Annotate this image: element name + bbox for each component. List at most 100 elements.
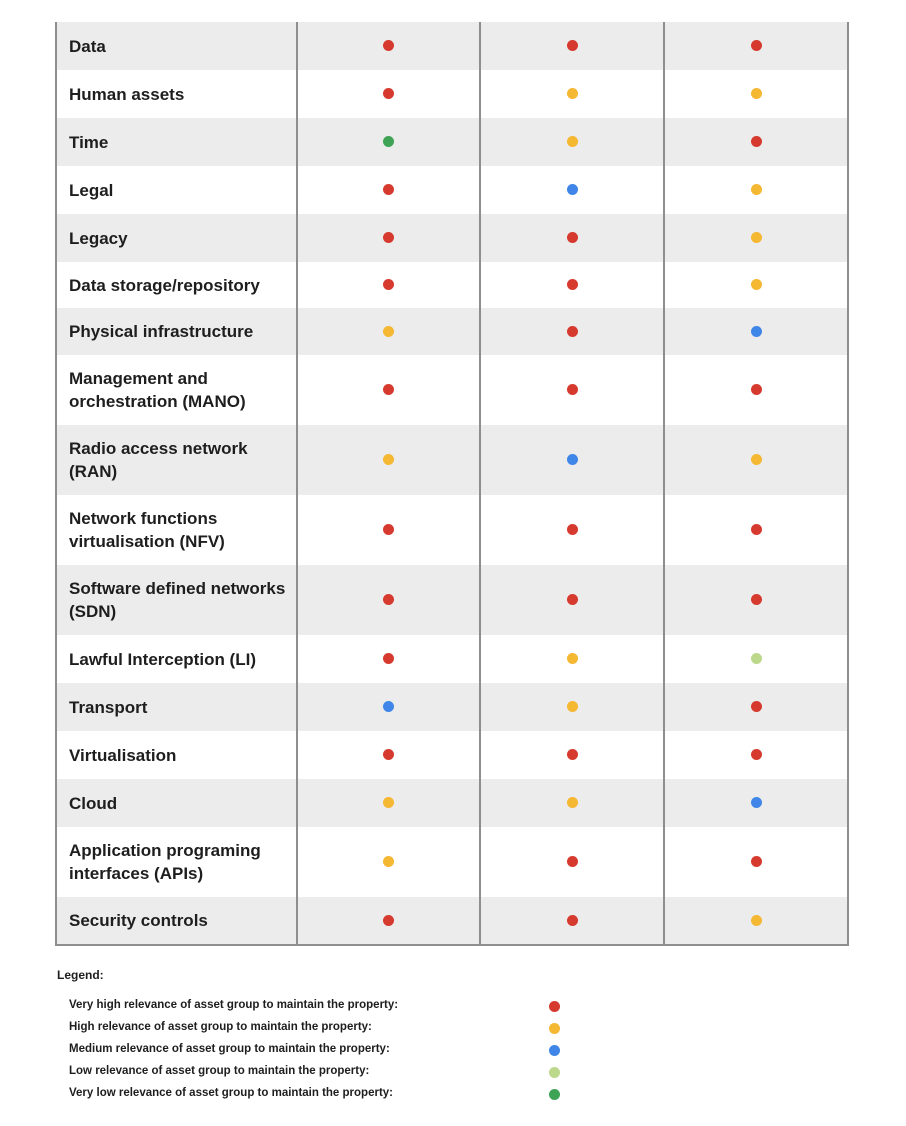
relevance-dot-medium (750, 797, 762, 809)
relevance-dot-very-high (383, 594, 394, 606)
asset-group-label: Data (55, 22, 298, 70)
relevance-dot-high (750, 279, 762, 291)
relevance-dot-high (383, 325, 394, 337)
table-row: Network functions virtualisation (NFV) (55, 495, 849, 565)
relevance-cell (663, 635, 849, 683)
relevance-dot-high (750, 184, 762, 196)
relevance-dot-high (566, 701, 578, 713)
asset-group-label: Legacy (55, 214, 298, 262)
relevance-cell (479, 22, 665, 70)
asset-group-label: Data storage/repository (55, 262, 298, 308)
relevance-cell (479, 827, 665, 897)
relevance-dot-very-high (383, 749, 394, 761)
relevance-dot-medium (566, 454, 578, 466)
legend-item: Very high relevance of asset group to ma… (57, 996, 657, 1018)
asset-group-label: Application programing interfaces (APIs) (55, 827, 298, 897)
table-row: Transport (55, 683, 849, 731)
asset-group-label: Time (55, 118, 298, 166)
relevance-dot-very-high (383, 40, 394, 52)
relevance-cell (479, 166, 665, 214)
relevance-dot-high (383, 797, 394, 809)
table-row: Cloud (55, 779, 849, 827)
relevance-cell (479, 565, 665, 635)
relevance-dot-high (383, 454, 394, 466)
relevance-cell (296, 635, 481, 683)
relevance-cell (479, 425, 665, 495)
relevance-dot-very-high (383, 279, 394, 291)
legend-items: Very high relevance of asset group to ma… (57, 996, 657, 1106)
relevance-cell (296, 214, 481, 262)
legend-dot-very-high (549, 1001, 560, 1012)
table-body: Data Human assets Time Legal Legacy Data stor… (55, 22, 849, 946)
legend-dot-high (549, 1023, 560, 1034)
legend-item-text: High relevance of asset group to maintai… (69, 1021, 372, 1033)
relevance-cell (479, 355, 665, 425)
relevance-dot-medium (566, 184, 578, 196)
relevance-cell (296, 308, 481, 355)
table-row: Application programing interfaces (APIs) (55, 827, 849, 897)
asset-group-label: Transport (55, 683, 298, 731)
relevance-cell (479, 214, 665, 262)
legend-item: High relevance of asset group to maintai… (57, 1018, 657, 1040)
relevance-dot-very-high (566, 232, 578, 244)
table-row: Legal (55, 166, 849, 214)
asset-relevance-table: Data Human assets Time Legal Legacy Data stor… (55, 22, 849, 946)
relevance-dot-very-high (750, 856, 762, 868)
relevance-cell (663, 779, 849, 827)
relevance-cell (296, 166, 481, 214)
legend: Legend: Very high relevance of asset gro… (57, 968, 657, 1106)
table-row: Radio access network (RAN) (55, 425, 849, 495)
relevance-dot-high (383, 856, 394, 868)
relevance-dot-high (566, 797, 578, 809)
relevance-cell (296, 495, 481, 565)
relevance-dot-very-high (750, 594, 762, 606)
table-row: Virtualisation (55, 731, 849, 779)
relevance-cell (663, 355, 849, 425)
legend-dot-very-low (549, 1089, 560, 1100)
relevance-cell (479, 897, 665, 946)
relevance-dot-very-high (383, 88, 394, 100)
relevance-dot-high (750, 232, 762, 244)
table-row: Human assets (55, 70, 849, 118)
relevance-cell (296, 425, 481, 495)
relevance-dot-medium (750, 325, 762, 337)
asset-group-label: Cloud (55, 779, 298, 827)
relevance-cell (663, 308, 849, 355)
table-row: Legacy (55, 214, 849, 262)
relevance-cell (296, 118, 481, 166)
asset-group-label: Security controls (55, 897, 298, 946)
relevance-cell (479, 731, 665, 779)
relevance-cell (479, 683, 665, 731)
asset-group-label: Network functions virtualisation (NFV) (55, 495, 298, 565)
relevance-cell (296, 683, 481, 731)
relevance-dot-very-high (383, 184, 394, 196)
relevance-dot-very-high (383, 232, 394, 244)
relevance-cell (663, 22, 849, 70)
asset-group-label: Management and orchestration (MANO) (55, 355, 298, 425)
legend-title: Legend: (57, 968, 104, 982)
relevance-dot-high (566, 88, 578, 100)
table-row: Management and orchestration (MANO) (55, 355, 849, 425)
legend-dot-low (549, 1067, 560, 1078)
legend-item-text: Low relevance of asset group to maintain… (69, 1065, 370, 1077)
asset-group-label: Radio access network (RAN) (55, 425, 298, 495)
relevance-dot-high (750, 454, 762, 466)
relevance-cell (296, 897, 481, 946)
relevance-cell (479, 495, 665, 565)
relevance-dot-high (750, 914, 762, 926)
relevance-dot-very-high (383, 384, 394, 396)
relevance-cell (296, 779, 481, 827)
legend-item-text: Very low relevance of asset group to mai… (69, 1087, 393, 1099)
relevance-dot-high (566, 653, 578, 665)
table-row: Data storage/repository (55, 262, 849, 308)
relevance-dot-very-high (750, 384, 762, 396)
relevance-dot-very-high (566, 325, 578, 337)
asset-group-label: Virtualisation (55, 731, 298, 779)
relevance-cell (296, 827, 481, 897)
table-row: Data (55, 22, 849, 70)
relevance-cell (663, 166, 849, 214)
relevance-cell (663, 118, 849, 166)
relevance-cell (479, 635, 665, 683)
relevance-cell (479, 70, 665, 118)
table-row: Security controls (55, 897, 849, 946)
